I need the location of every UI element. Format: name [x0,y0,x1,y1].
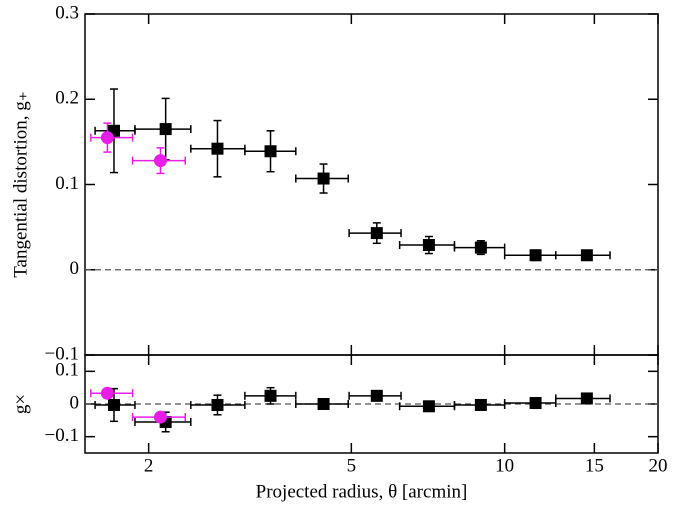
point [153,410,167,424]
y-tick-label: 0 [70,258,80,279]
point [580,392,593,405]
point [107,398,120,411]
x-tick-label: 20 [649,455,668,476]
x-tick-label: 10 [495,455,514,476]
point [264,389,277,402]
y-tick-label: −0.1 [45,425,79,446]
point [264,145,277,158]
point [422,239,435,252]
point [370,227,383,240]
x-tick-label: 5 [347,455,357,476]
y-tick-label: 0 [70,392,80,413]
point [211,142,224,155]
x-axis-label: Projected radius, θ [arcmin] [256,481,468,502]
point [474,398,487,411]
point [159,123,172,136]
point [211,398,224,411]
y-tick-label: −0.1 [45,343,79,364]
y-tick-label: 0.1 [55,360,79,381]
point [100,386,114,400]
point [370,389,383,402]
point [100,131,114,145]
plot-frame [84,13,659,356]
point [529,249,542,262]
point [580,249,593,262]
y-axis-label: Tangential distortion, g₊ [10,91,31,278]
y-tick-label: 0.3 [55,2,79,23]
point [317,398,330,410]
y-axis-label: g× [10,394,31,414]
point [474,241,487,254]
y-tick-label: 0.2 [55,88,79,109]
point [529,397,542,410]
point [153,154,167,168]
x-tick-label: 2 [144,455,154,476]
point [422,400,435,413]
point [317,172,330,185]
x-tick-label: 15 [585,455,604,476]
y-tick-label: 0.1 [55,173,79,194]
